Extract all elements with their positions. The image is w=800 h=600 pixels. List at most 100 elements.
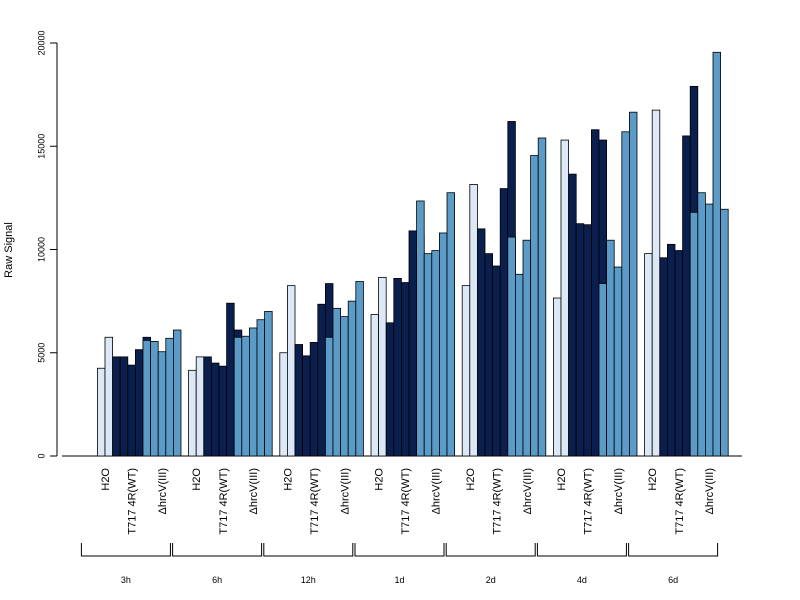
bar	[674, 250, 683, 457]
bar	[188, 369, 197, 457]
bar	[461, 285, 471, 457]
bar	[104, 336, 113, 457]
y-tick-label: 20000	[37, 30, 47, 55]
bar	[332, 307, 341, 457]
bar	[537, 137, 547, 457]
bar	[203, 356, 212, 457]
bar	[127, 364, 136, 457]
bar	[226, 302, 235, 457]
bar	[423, 253, 433, 457]
bar	[492, 265, 501, 457]
group-label: 6d	[668, 575, 678, 585]
bar	[279, 352, 288, 457]
bar	[507, 236, 516, 457]
treatment-label: ΔhrcV(III)	[339, 468, 351, 514]
bar	[347, 300, 357, 457]
bar	[697, 192, 706, 457]
bar	[218, 365, 227, 457]
bar	[568, 173, 577, 457]
treatment-label: H2O	[100, 468, 112, 491]
treatment-label: T717 4R(WT)	[127, 468, 139, 535]
bar	[476, 228, 486, 457]
treatment-label: ΔhrcV(III)	[704, 468, 716, 514]
bar	[522, 239, 531, 457]
treatment-label: H2O	[647, 468, 659, 491]
bar	[324, 336, 334, 457]
group-label: 6h	[212, 575, 222, 585]
group-bracket	[172, 543, 263, 557]
treatment-label: H2O	[191, 468, 203, 491]
y-tick-label: 10000	[37, 237, 47, 262]
treatment-label: T717 4R(WT)	[309, 468, 321, 535]
bar	[499, 188, 509, 457]
group-label: 4d	[577, 575, 587, 585]
bar	[553, 297, 562, 457]
treatment-label: ΔhrcV(III)	[157, 468, 169, 514]
bar	[248, 327, 258, 457]
bar	[408, 230, 417, 457]
treatment-label: H2O	[556, 468, 568, 491]
group-label: 12h	[301, 575, 316, 585]
bar	[210, 362, 220, 457]
bar	[286, 285, 296, 457]
bar	[256, 319, 265, 457]
bar	[644, 253, 653, 457]
bar	[689, 211, 699, 457]
bar	[172, 329, 182, 457]
treatment-label: T717 4R(WT)	[491, 468, 503, 535]
bar	[294, 344, 303, 457]
group-label: 2d	[486, 575, 496, 585]
bar	[134, 349, 144, 457]
group-label: 1d	[394, 575, 404, 585]
bar	[682, 135, 691, 457]
bar	[416, 200, 425, 457]
bar	[97, 367, 106, 457]
bar	[142, 339, 151, 457]
group-bracket	[628, 543, 719, 557]
bar	[150, 340, 159, 457]
treatment-label: T717 4R(WT)	[218, 468, 230, 535]
treatment-label: ΔhrcV(III)	[248, 468, 260, 514]
bar	[560, 139, 569, 457]
bar	[575, 223, 585, 457]
bar	[515, 273, 524, 457]
treatment-label: T717 4R(WT)	[583, 468, 595, 535]
bar	[621, 131, 630, 457]
group-bracket	[263, 543, 354, 557]
bar	[720, 208, 729, 457]
bar	[438, 232, 448, 457]
bar	[606, 239, 615, 457]
treatment-label: ΔhrcV(III)	[613, 468, 625, 514]
bars	[97, 51, 729, 457]
y-tick-label: 15000	[37, 134, 47, 159]
bar	[530, 155, 539, 457]
treatment-label: T717 4R(WT)	[674, 468, 686, 535]
treatment-label: ΔhrcV(III)	[522, 468, 534, 514]
group-bracket	[354, 543, 445, 557]
bar	[591, 129, 600, 457]
bar	[302, 355, 311, 457]
bar	[712, 51, 721, 457]
bar	[613, 266, 623, 457]
bar	[469, 184, 478, 457]
y-tick-label: 5000	[37, 343, 47, 363]
treatment-label: H2O	[374, 468, 386, 491]
bar	[446, 192, 455, 457]
bar	[157, 351, 167, 457]
bar	[385, 322, 395, 457]
treatment-label: H2O	[465, 468, 477, 491]
bar	[583, 224, 592, 457]
bar	[241, 335, 250, 457]
bar	[400, 282, 410, 457]
bar	[393, 278, 402, 457]
bar	[165, 337, 174, 457]
bar	[629, 111, 638, 457]
category-labels: H2O T717 4R(WT) ΔhrcV(III) 3h H2O T717 4R(WT)…	[80, 468, 719, 585]
group-label: 3h	[121, 575, 131, 585]
bar	[112, 356, 121, 457]
bar	[651, 109, 661, 457]
bar	[195, 356, 205, 457]
bar	[309, 342, 319, 457]
group-bracket	[536, 543, 627, 557]
